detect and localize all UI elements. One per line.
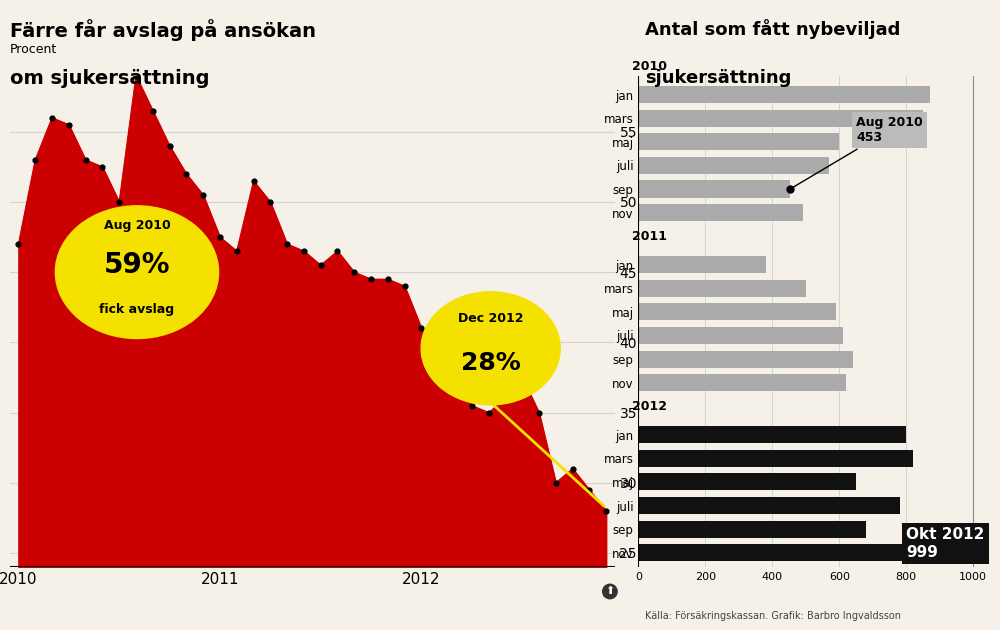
Point [329, 246, 345, 256]
Point [514, 372, 530, 382]
Point [111, 197, 127, 207]
Circle shape [55, 206, 219, 338]
Text: 2012: 2012 [632, 401, 667, 413]
Text: 2010: 2010 [632, 60, 667, 73]
Point [178, 169, 194, 179]
Bar [638, 86, 930, 103]
Text: 59%: 59% [104, 251, 170, 279]
Point [497, 394, 513, 404]
Point [464, 401, 480, 411]
Bar [638, 304, 836, 321]
Bar [638, 374, 846, 391]
Text: sjukersättning: sjukersättning [645, 69, 791, 88]
Bar [638, 450, 913, 467]
Point [94, 162, 110, 172]
Bar [638, 134, 839, 151]
Point [363, 274, 379, 284]
Circle shape [421, 292, 560, 405]
Bar [638, 181, 790, 198]
Point [313, 260, 329, 270]
Point [246, 176, 262, 186]
Point [447, 365, 463, 375]
Point [430, 330, 446, 340]
Bar [638, 474, 856, 490]
Point [145, 106, 161, 116]
Bar [638, 520, 866, 538]
Text: Färre får avslag på ansökan: Färre får avslag på ansökan [10, 19, 316, 41]
Bar [638, 110, 923, 127]
Point [128, 71, 144, 81]
Point [296, 246, 312, 256]
Point [229, 246, 245, 256]
Point [262, 197, 278, 207]
Point [10, 239, 26, 249]
Bar [638, 157, 829, 174]
Point [195, 190, 211, 200]
Point [27, 155, 43, 165]
Point [279, 239, 295, 249]
Point [346, 267, 362, 277]
Point [380, 274, 396, 284]
Text: Aug 2010
453: Aug 2010 453 [793, 116, 923, 188]
Point [531, 408, 547, 418]
Bar [638, 427, 906, 444]
Text: Dec 2012: Dec 2012 [458, 312, 523, 325]
Point [44, 113, 60, 123]
Point [397, 281, 413, 291]
Bar [638, 544, 916, 561]
Text: Källa: Försäkringskassan. Grafik: Barbro Ingvaldsson: Källa: Försäkringskassan. Grafik: Barbro… [645, 610, 901, 621]
Text: Antal som fått nybeviljad: Antal som fått nybeviljad [645, 19, 900, 39]
Text: Aug 2010: Aug 2010 [104, 219, 170, 232]
Bar [638, 204, 803, 221]
Point [565, 464, 581, 474]
Text: 28%: 28% [461, 351, 521, 375]
Point [78, 155, 94, 165]
Text: ⬆: ⬆ [605, 587, 615, 597]
Text: 2011: 2011 [632, 231, 667, 243]
Point [212, 232, 228, 242]
Bar [638, 327, 843, 344]
Bar [638, 497, 900, 514]
Point [413, 323, 429, 333]
Text: fick avslag: fick avslag [99, 302, 175, 316]
Point [581, 484, 597, 495]
Bar [638, 256, 766, 273]
Text: Procent: Procent [10, 43, 57, 56]
Text: Okt 2012
999: Okt 2012 999 [906, 527, 985, 559]
Point [598, 506, 614, 516]
Point [481, 408, 497, 418]
Bar [638, 351, 853, 368]
Bar [638, 280, 806, 297]
Point [162, 140, 178, 151]
Point [61, 120, 77, 130]
Point [548, 478, 564, 488]
Text: om sjukersättning: om sjukersättning [10, 69, 210, 88]
